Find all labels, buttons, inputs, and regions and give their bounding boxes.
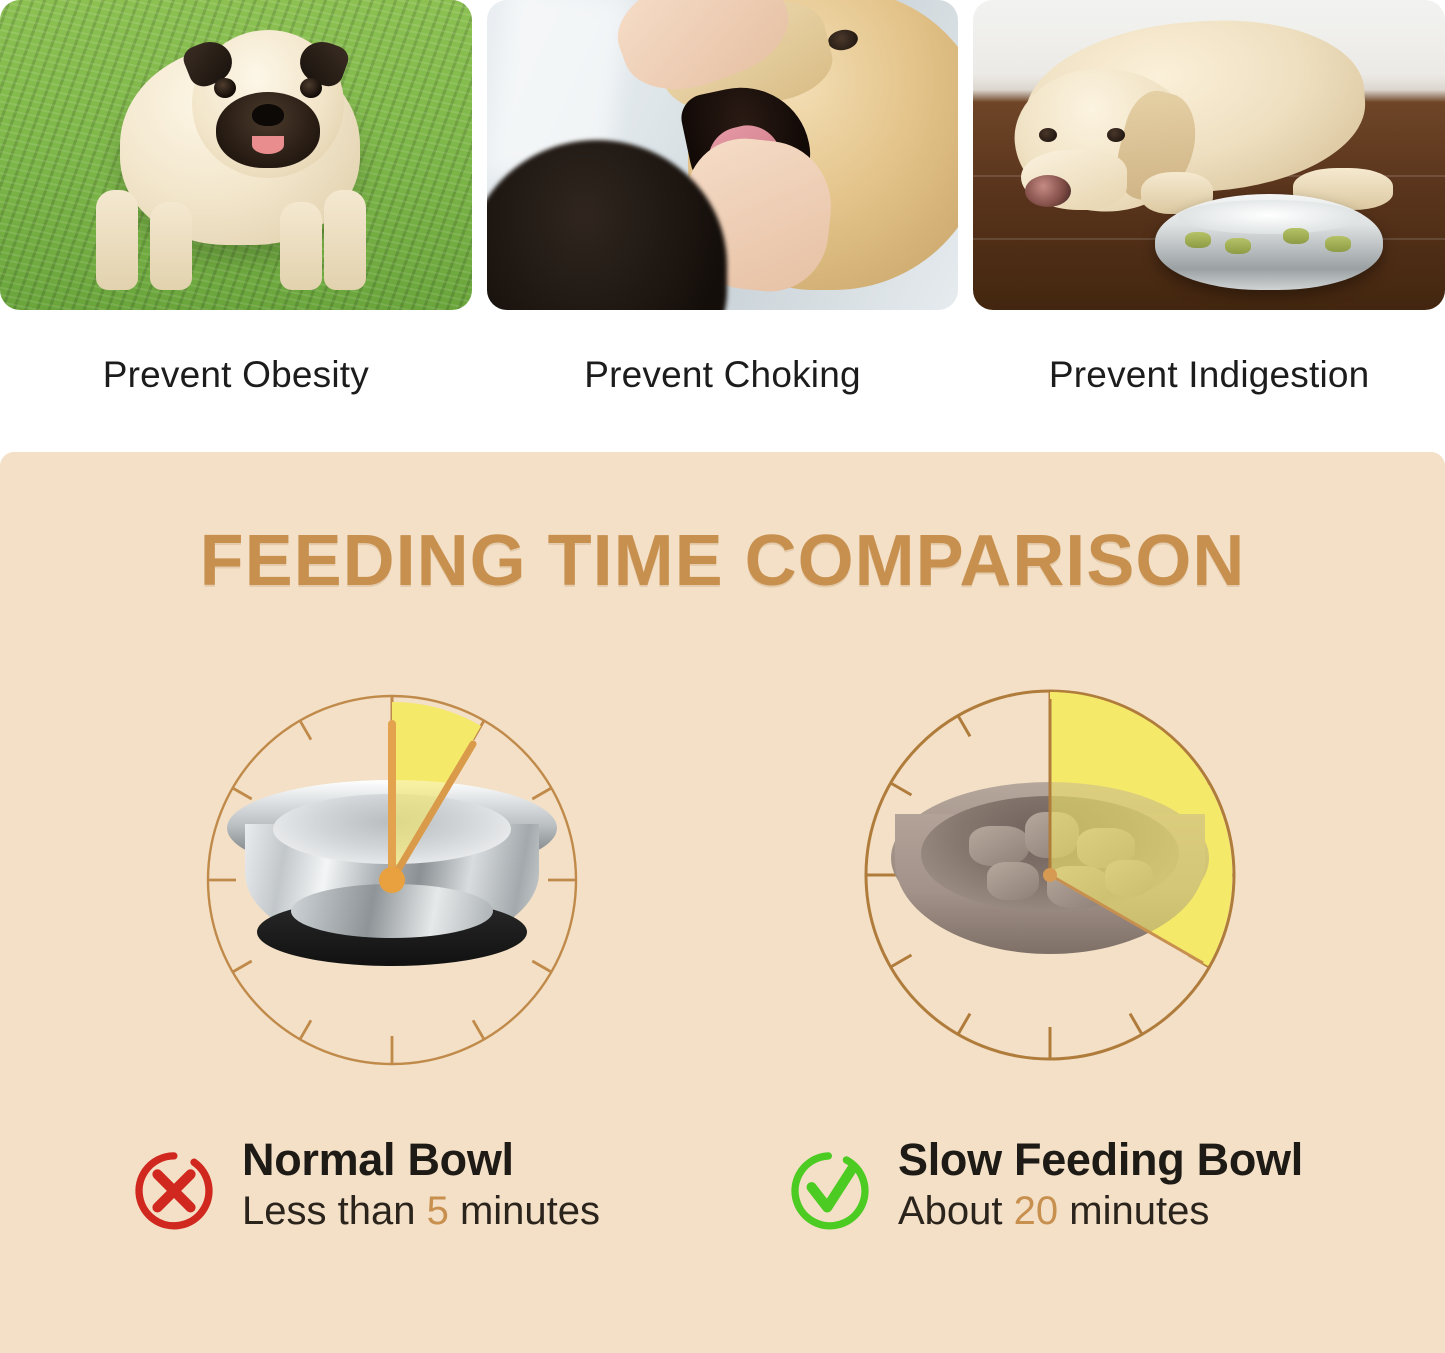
result-subtitle: Less than 5 minutes [242, 1187, 600, 1235]
pug-leg [150, 202, 192, 290]
caption-prevent-indigestion: Prevent Indigestion [1048, 354, 1370, 395]
benefit-caption-row: Prevent Obesity Prevent Choking Prevent … [0, 330, 1445, 420]
result-normal-bowl: Normal Bowl Less than 5 minutes [0, 1134, 722, 1280]
benefit-photo-strip [0, 0, 1445, 310]
wedge-5-minutes [392, 702, 481, 880]
kibble-piece [1325, 236, 1352, 252]
dial-normal-bowl [200, 688, 584, 1072]
result-title: Normal Bowl [242, 1134, 514, 1185]
pug-leg [96, 190, 138, 290]
red-cross-circle-icon [135, 1152, 213, 1230]
labrador-eye [1107, 128, 1126, 142]
labrador-nose [1025, 175, 1072, 207]
kibble-piece [1225, 238, 1252, 254]
green-check-circle-icon [791, 1152, 869, 1230]
result-sub-prefix: About [898, 1189, 1014, 1234]
pug-leg [324, 190, 366, 290]
pug-eye-left [214, 78, 236, 98]
dial-normal-bowl-graphic [206, 694, 578, 1066]
wedge-20-minutes [1050, 692, 1233, 966]
kibble-piece [1283, 228, 1310, 244]
page-title: FEEDING TIME COMPARISON [199, 521, 1246, 601]
result-text-block: Normal Bowl Less than 5 minutes [242, 1134, 600, 1235]
result-sub-suffix: minutes [448, 1189, 600, 1234]
pug-leg [280, 202, 322, 290]
photo-card-prevent-choking [486, 0, 959, 310]
result-title: Slow Feeding Bowl [898, 1134, 1303, 1185]
result-sub-number: 20 [1013, 1189, 1059, 1234]
pug-tongue [252, 136, 284, 154]
labrador-eye [1039, 128, 1058, 142]
result-text-block: Slow Feeding Bowl About 20 minutes [898, 1134, 1303, 1235]
kibble-piece [1185, 232, 1212, 248]
result-subtitle: About 20 minutes [898, 1187, 1303, 1235]
pug-eye-right [300, 78, 322, 98]
result-sub-number: 5 [426, 1189, 449, 1234]
result-row-group: Normal Bowl Less than 5 minutes Slow Fee… [0, 1134, 1445, 1280]
dial-slow-feeding-bowl-graphic [864, 689, 1236, 1061]
photo-card-prevent-obesity [0, 0, 472, 310]
dial-slow-feeding-bowl [858, 683, 1242, 1067]
result-slow-feeding-bowl: Slow Feeding Bowl About 20 minutes [722, 1134, 1444, 1280]
result-sub-suffix: minutes [1058, 1189, 1210, 1234]
pug-nose [252, 104, 284, 126]
caption-prevent-choking: Prevent Choking [584, 354, 861, 395]
photo-card-prevent-indigestion [973, 0, 1445, 310]
caption-prevent-obesity: Prevent Obesity [102, 354, 369, 395]
result-sub-prefix: Less than [242, 1189, 427, 1234]
